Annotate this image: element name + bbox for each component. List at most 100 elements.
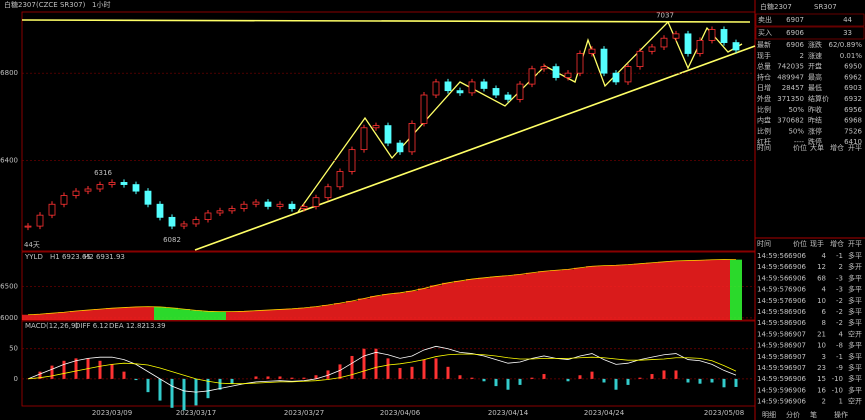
stat-label: 比例	[757, 105, 771, 114]
stat-value: 371350	[777, 95, 804, 103]
yyld-bar	[178, 309, 190, 320]
candle	[444, 81, 452, 92]
trade-cell: 多平	[848, 341, 862, 350]
candle	[360, 127, 368, 151]
stat-value: 6956	[844, 106, 862, 114]
stat-value: 50%	[788, 127, 804, 135]
candle	[492, 88, 500, 96]
macd-bar	[578, 375, 582, 379]
candle	[420, 94, 428, 124]
quote-price: 6906	[786, 29, 804, 37]
indicator-value: H1 6923.65	[50, 253, 91, 261]
indicator-value: DIFF 6.12	[75, 322, 108, 330]
macd-bar	[122, 371, 126, 379]
trade-cell: 14:59:58	[757, 319, 788, 327]
yyld-bar	[490, 276, 502, 320]
candle	[720, 29, 728, 43]
trade-cell: 多平	[848, 285, 862, 294]
trade-cell: 14:59:57	[757, 297, 788, 305]
yyld-bar	[682, 260, 694, 320]
trade-cell: 14:59:59	[757, 386, 788, 394]
quote-price: 6907	[786, 16, 804, 24]
trade-cell: -8	[836, 342, 843, 350]
candle	[732, 42, 740, 51]
extreme-label: 6082	[163, 236, 181, 244]
trade-cell: 多平	[848, 363, 862, 372]
candle	[660, 37, 668, 48]
trade-cell: -1	[836, 252, 843, 260]
yyld-bar	[310, 306, 322, 320]
trade-cell: 14:59:56	[757, 252, 789, 260]
macd-bar	[302, 377, 306, 379]
tab[interactable]: 明细	[762, 410, 776, 419]
yyld-bar	[286, 308, 298, 320]
candle	[396, 142, 404, 153]
yyld-bar	[406, 290, 418, 320]
macd-bar	[314, 375, 318, 379]
yyld-bar	[478, 277, 490, 320]
yyld-bar	[34, 314, 46, 320]
candle	[228, 208, 236, 212]
yyld-bar	[658, 261, 670, 320]
macd-bar	[422, 359, 426, 379]
macd-bar	[206, 378, 210, 399]
macd-bar	[326, 370, 330, 379]
macd-bar	[662, 370, 666, 379]
macd-bar	[290, 377, 294, 379]
candle	[528, 68, 536, 85]
yyld-bar	[502, 275, 514, 320]
yyld-bar	[118, 307, 130, 320]
trade-cell: 14:59:58	[757, 308, 788, 316]
yyld-bar	[70, 310, 82, 320]
candle	[504, 94, 512, 100]
yyld-bar	[586, 266, 598, 320]
yyld-bar	[442, 282, 454, 320]
trade-cell: 6	[822, 308, 827, 316]
stat-value: 370682	[777, 117, 804, 125]
indicator-title: YYLD	[24, 253, 43, 261]
candle	[120, 182, 128, 185]
trade-cell: 6906	[788, 286, 806, 294]
trade-cell: 多平	[848, 318, 862, 327]
macd-bar	[98, 360, 102, 379]
trade-cell: 14:59:56	[757, 263, 789, 271]
trade-cell: -2	[836, 319, 843, 327]
candle	[612, 72, 620, 83]
yyld-bar	[706, 259, 718, 320]
trade-cell: -10	[832, 375, 843, 383]
period[interactable]: 1小时	[92, 0, 110, 9]
macd-bar	[518, 378, 522, 385]
candle	[468, 81, 476, 94]
trade-cell: 多平	[848, 374, 862, 383]
quote-name: 白糖2307	[760, 2, 792, 11]
yyld-bar	[574, 267, 586, 320]
yyld-bar	[598, 265, 610, 320]
symbol[interactable]: 白糖2307	[4, 0, 36, 9]
yyld-bar	[94, 309, 106, 320]
tab[interactable]: 笔	[810, 410, 817, 419]
candle	[108, 182, 116, 185]
stat-value: 6903	[844, 84, 862, 92]
yyld-bar	[190, 310, 202, 320]
trade-cell: 12	[817, 263, 826, 271]
yyld-bar	[154, 306, 166, 320]
y-tick-label: 50	[9, 345, 18, 353]
trade-cell: 6906	[788, 252, 806, 260]
candle	[552, 66, 560, 78]
macd-bar	[566, 378, 570, 382]
tab[interactable]: 操作	[834, 410, 848, 419]
candle	[156, 203, 164, 218]
y-tick-label: 6000	[0, 314, 18, 322]
trade-cell: 16	[817, 386, 826, 394]
tab[interactable]: 分价	[786, 410, 800, 419]
macd-bar	[386, 358, 390, 379]
trade-cell: 21	[817, 330, 826, 338]
trade-cell: 10	[817, 342, 826, 350]
stat-value: 6932	[844, 95, 862, 103]
candle	[336, 171, 344, 188]
yyld-bar	[46, 313, 58, 320]
macd-bar	[470, 377, 474, 379]
x-tick-label: 2023/03/17	[176, 409, 216, 417]
trade-cell: -3	[836, 286, 843, 294]
